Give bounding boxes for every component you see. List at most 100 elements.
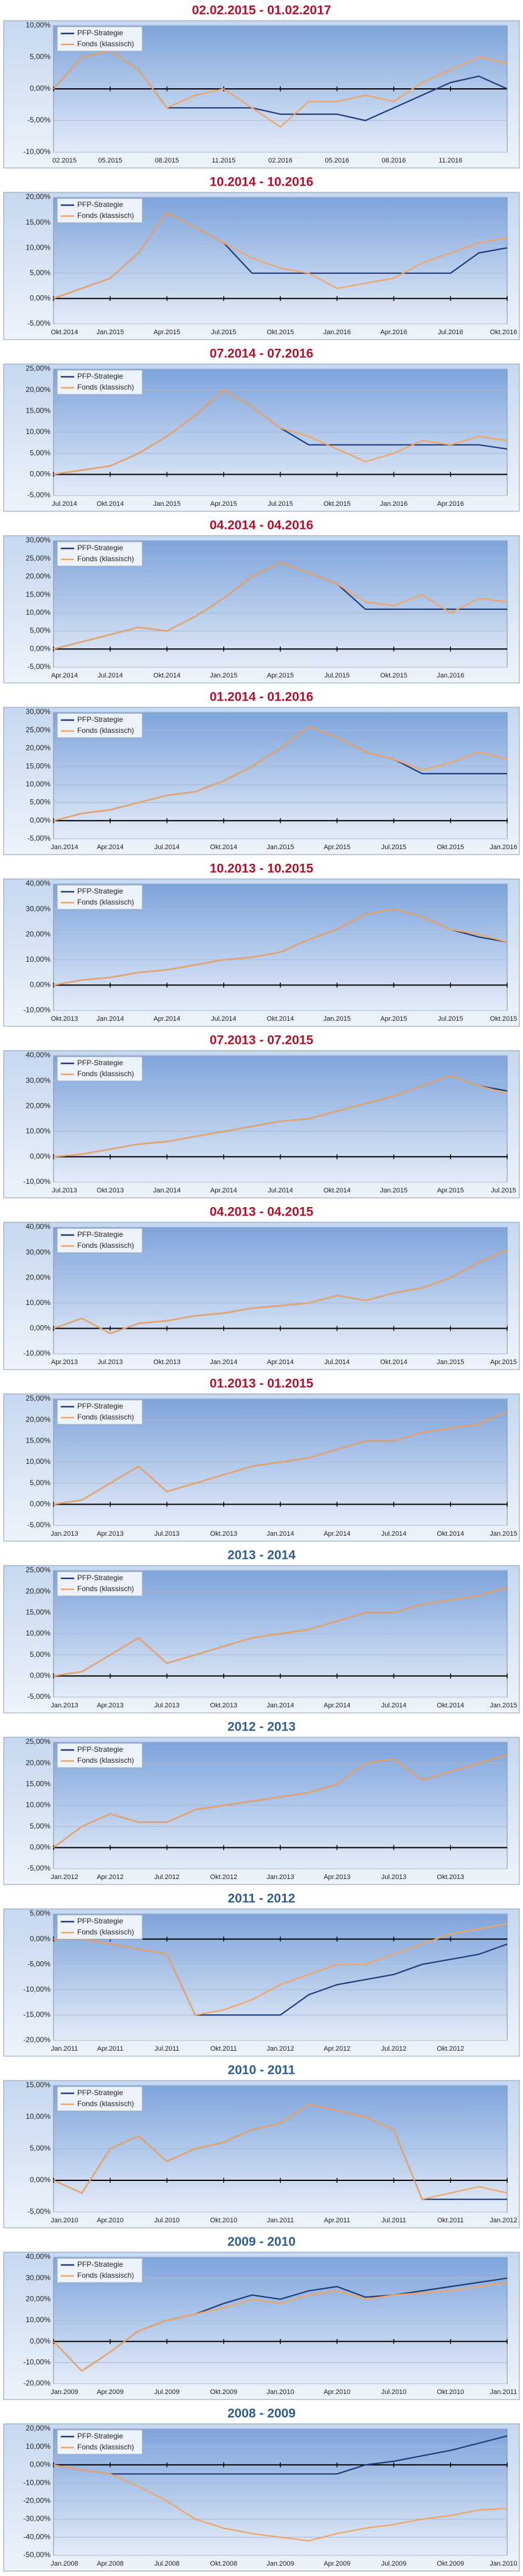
y-tick-label: 5,00%	[30, 798, 50, 807]
x-tick-label: Apr.2015	[324, 844, 350, 851]
y-tick-label: 15,00%	[26, 1780, 50, 1788]
x-tick-label: Jan.2016	[490, 844, 517, 851]
x-tick-label: Okt.2013	[210, 1530, 237, 1538]
y-tick-label: 30,00%	[26, 2273, 50, 2282]
legend-label: Fonds (klassisch)	[77, 898, 134, 906]
x-tick-label: Jan.2015	[266, 844, 294, 851]
chart-title: 2010 - 2011	[228, 2063, 296, 2077]
legend-box	[57, 1056, 143, 1082]
y-tick-label: 20,00%	[26, 385, 50, 394]
y-tick-label: 25,00%	[26, 1394, 50, 1402]
y-tick-label: 5,00%	[30, 2144, 50, 2152]
legend-box	[57, 198, 143, 223]
y-tick-label: -5,00%	[27, 491, 50, 499]
y-tick-label: 20,00%	[26, 1587, 50, 1595]
legend-label: PFP-Strategie	[77, 2432, 123, 2440]
series-line	[53, 2435, 508, 2475]
x-tick-label: Apr.2009	[97, 2389, 123, 2396]
x-tick-label: Jul.2009	[154, 2389, 180, 2396]
x-tick-label: Jan.2008	[50, 2560, 78, 2567]
x-tick-label: Jan.2014	[97, 1015, 124, 1023]
y-tick-label: -15,00%	[23, 2011, 50, 2019]
legend-label: Fonds (klassisch)	[77, 1928, 134, 1936]
x-tick-label: Jul.2010	[381, 2389, 407, 2396]
x-tick-label: Okt.2013	[210, 1702, 237, 1709]
y-tick-label: 10,00%	[26, 1629, 50, 1637]
legend-label: Fonds (klassisch)	[77, 383, 134, 391]
chart-title: 2009 - 2010	[227, 2235, 296, 2249]
x-tick-label: Okt.2008	[210, 2560, 237, 2567]
legend-label: Fonds (klassisch)	[77, 1241, 134, 1250]
x-tick-label: Okt.2013	[437, 1874, 464, 1881]
legend-box	[57, 1914, 143, 1940]
x-tick-label: Okt.2015	[490, 1015, 518, 1023]
x-tick-label: Jan.2010	[50, 2217, 78, 2224]
x-tick-label: Jul.2009	[381, 2560, 407, 2567]
x-tick-label: Okt.2011	[210, 2045, 237, 2053]
x-tick-label: Okt.2015	[324, 500, 351, 508]
x-tick-label: Jan.2015	[437, 1359, 464, 1366]
x-tick-label: Jul.2012	[154, 1874, 180, 1881]
x-tick-label: Jan.2011	[490, 2389, 517, 2396]
legend-label: PFP-Strategie	[77, 1745, 123, 1754]
x-tick-label: Apr.2012	[324, 2045, 350, 2053]
y-tick-label: 0,00%	[30, 1934, 50, 1943]
x-tick-label: Jul.2014	[154, 844, 180, 851]
legend-label: Fonds (klassisch)	[77, 1756, 134, 1765]
y-tick-label: 10,00%	[26, 2315, 50, 2324]
x-tick-label: 08.2016	[382, 157, 406, 164]
x-tick-label: Jan.2009	[50, 2389, 78, 2396]
y-tick-label: 0,00%	[30, 2337, 50, 2345]
x-tick-label: Jan.2012	[50, 1874, 78, 1881]
x-tick-label: 11.2015	[212, 157, 235, 164]
x-tick-label: Jan.2012	[266, 2045, 294, 2053]
series-line	[53, 561, 508, 650]
y-tick-label: 10,00%	[26, 955, 50, 964]
legend-label: Fonds (klassisch)	[77, 726, 134, 735]
legend-label: Fonds (klassisch)	[77, 2443, 134, 2451]
x-tick-label: Okt.2013	[51, 1015, 78, 1023]
x-tick-label: Jan.2013	[50, 1702, 78, 1709]
chart: 10.2014 - 10.2016 -5,00% 0,00% 5,00% 10,00% 1…	[3, 175, 520, 340]
chart-title: 2012 - 2013	[227, 1720, 296, 1734]
x-tick-label: Jul.2015	[211, 329, 237, 336]
y-tick-label: 20,00%	[26, 1273, 50, 1281]
legend-label: PFP-Strategie	[77, 1573, 123, 1582]
legend-label: PFP-Strategie	[77, 544, 123, 552]
series-line	[53, 2104, 508, 2200]
y-tick-label: -10,00%	[23, 1177, 50, 1186]
x-tick-label: Apr.2014	[324, 1530, 350, 1538]
x-tick-label: Jan.2013	[266, 1874, 294, 1881]
legend-box	[57, 541, 143, 567]
x-tick-label: Okt.2009	[437, 2560, 464, 2567]
chart: 2009 - 2010 -20,00% -10,00% 0,00% 10,00% 20,0…	[3, 2235, 520, 2400]
x-tick-label: Apr.2010	[97, 2217, 123, 2224]
y-tick-label: -20,00%	[23, 2496, 50, 2505]
y-tick-label: 20,00%	[26, 572, 50, 581]
y-tick-label: -5,00%	[27, 1692, 50, 1701]
series-line	[53, 2464, 508, 2542]
legend-box	[57, 2258, 143, 2283]
y-tick-label: -20,00%	[23, 2379, 50, 2387]
chart-title: 2008 - 2009	[227, 2407, 296, 2421]
y-tick-label: 20,00%	[26, 1101, 50, 1110]
y-tick-label: 5,00%	[30, 1822, 50, 1830]
y-tick-label: 40,00%	[26, 1222, 50, 1231]
x-tick-label: Jan.2010	[266, 2389, 294, 2396]
y-tick-label: 25,00%	[26, 1566, 50, 1574]
chart: 02.02.2015 - 01.02.2017 -10,00% -5,00% 0,00…	[3, 4, 520, 169]
series-line	[53, 1249, 508, 1334]
y-tick-label: 40,00%	[26, 2252, 50, 2261]
chart-title: 10.2014 - 10.2016	[210, 175, 313, 189]
x-tick-label: Jul.2014	[268, 1187, 293, 1194]
chart-title: 01.2014 - 01.2016	[210, 690, 313, 704]
y-tick-label: 0,00%	[30, 1152, 50, 1161]
x-tick-label: Jul.2012	[381, 2045, 407, 2053]
x-tick-label: Apr.2013	[97, 1702, 123, 1709]
chart: 07.2013 - 07.2015 -10,00% 0,00% 10,00% 20,00…	[3, 1034, 520, 1199]
series-line	[53, 726, 508, 822]
x-tick-label: Apr.2014	[97, 844, 123, 851]
x-tick-label: Okt.2016	[490, 329, 518, 336]
x-tick-label: Jul.2015	[324, 672, 350, 679]
y-tick-label: 20,00%	[26, 2295, 50, 2303]
